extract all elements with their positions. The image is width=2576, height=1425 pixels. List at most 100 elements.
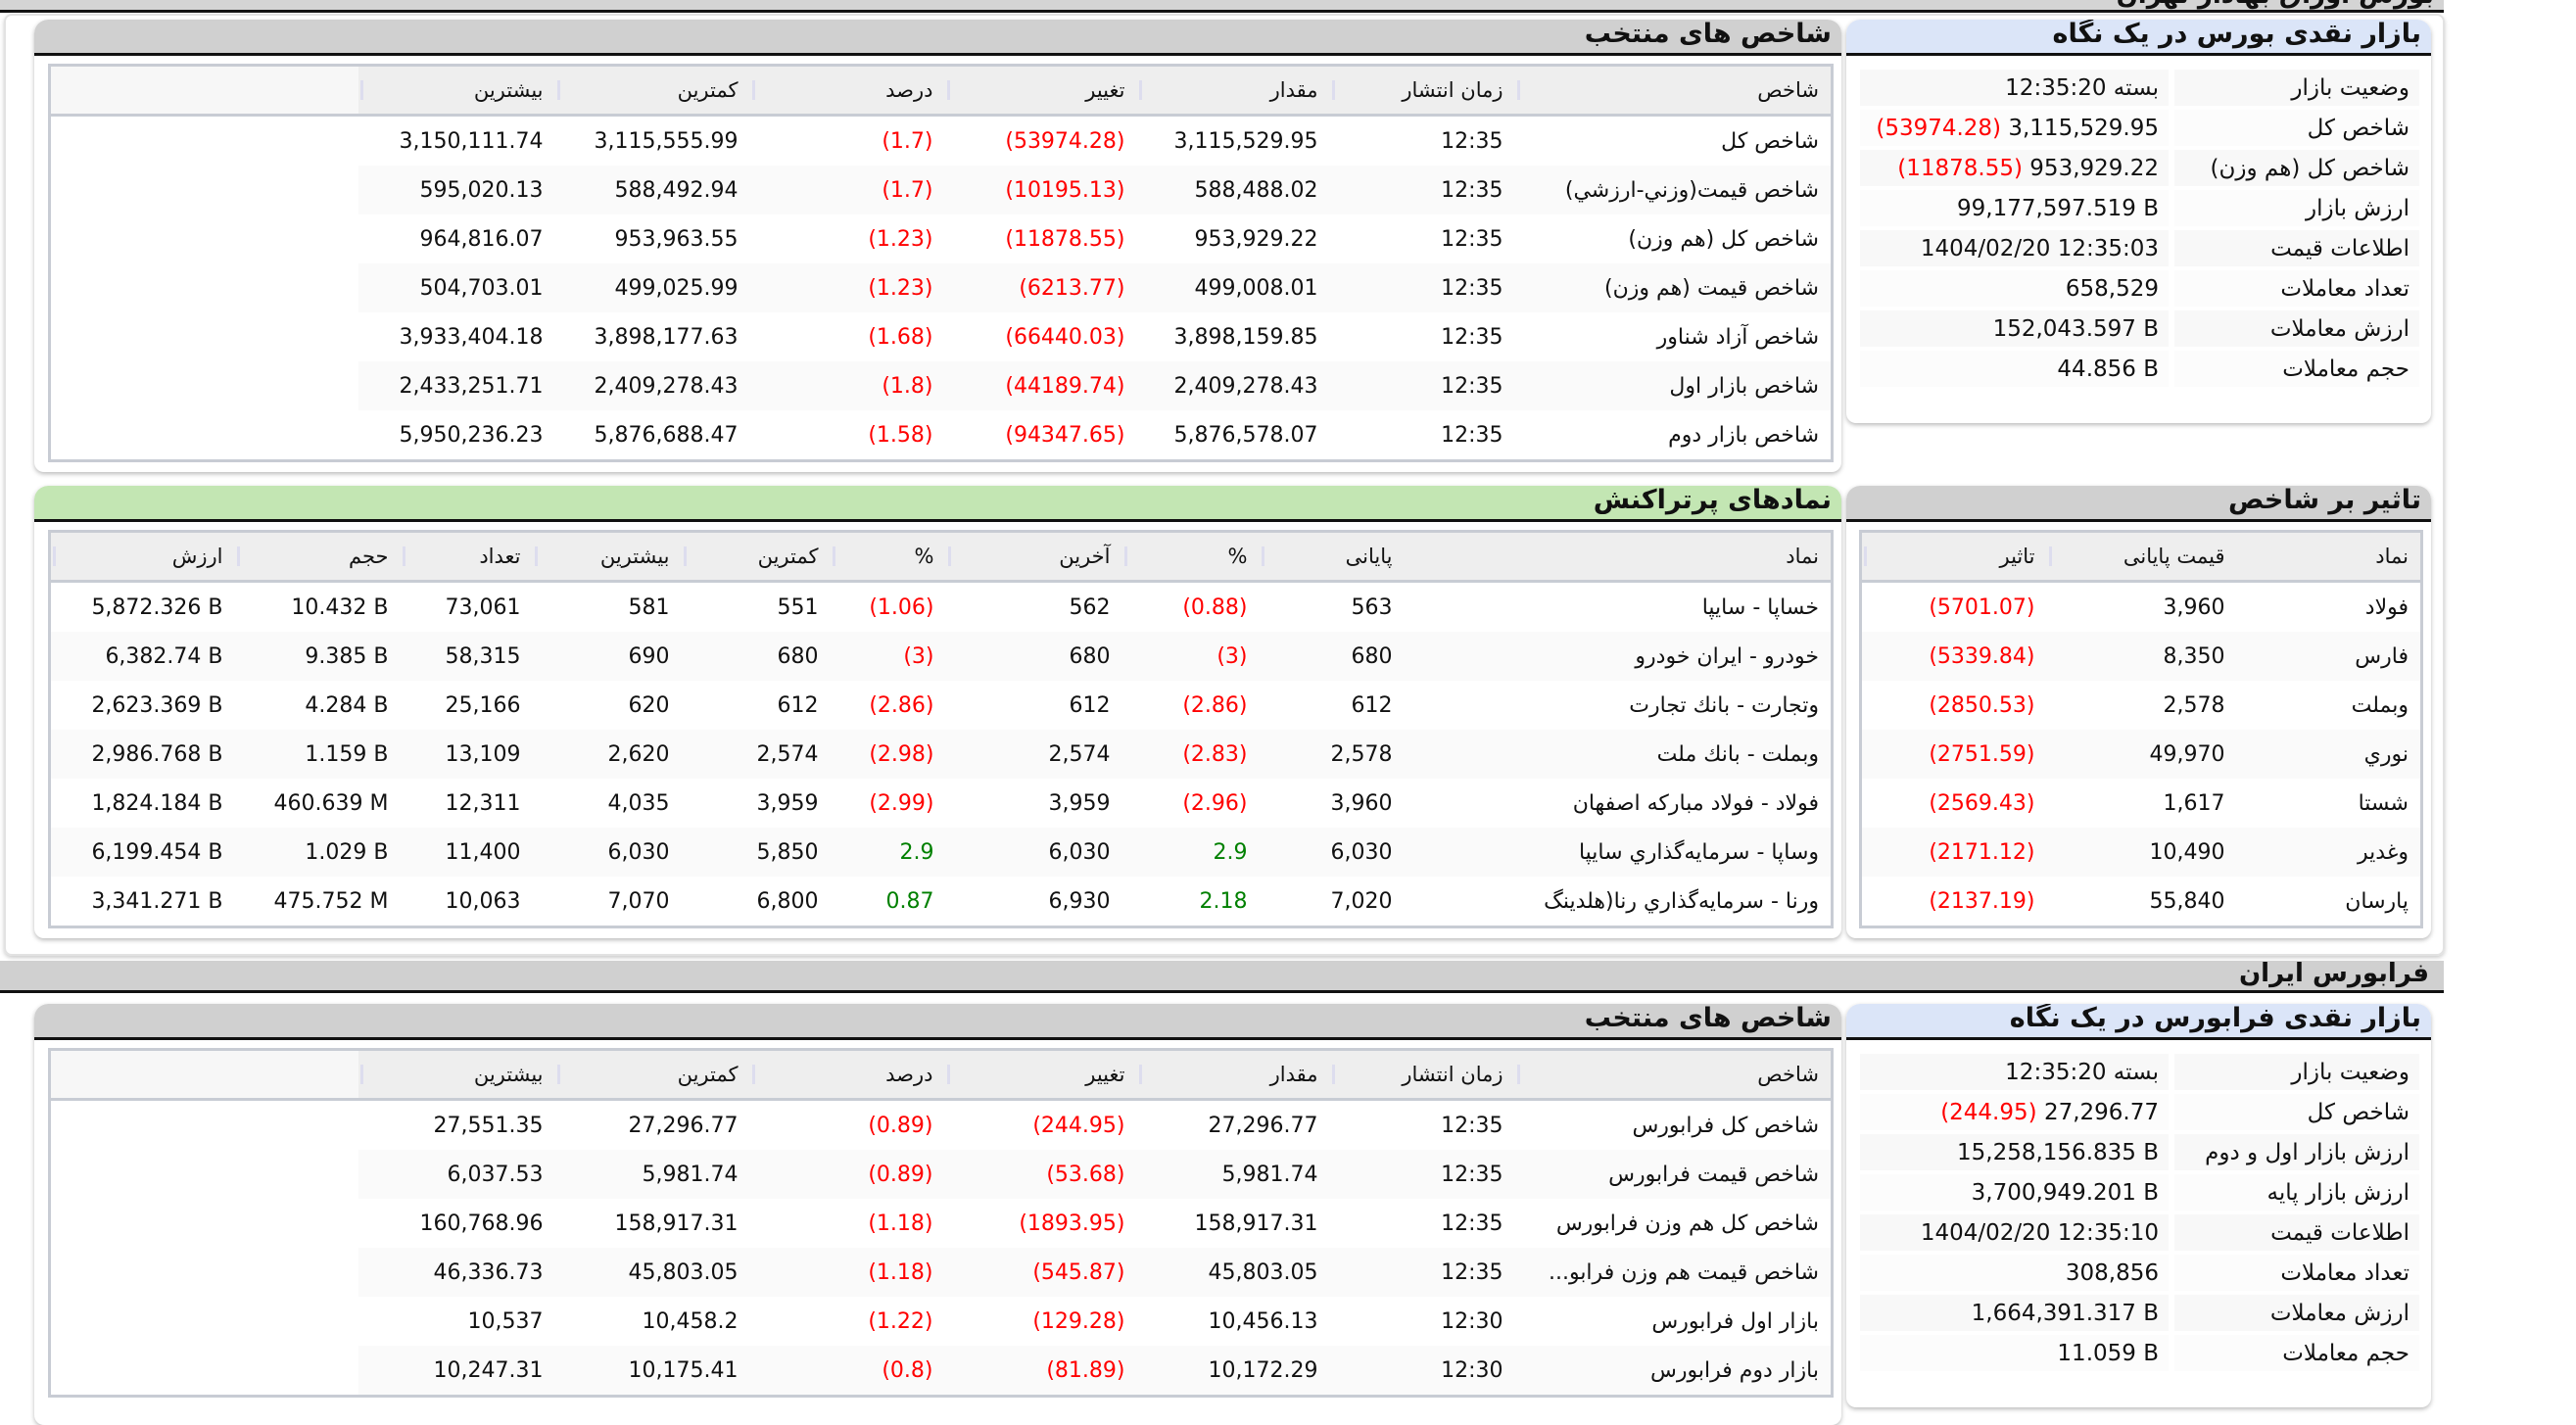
column-label: % [914,545,934,568]
column-label: % [1227,545,1248,568]
blank-cell [50,263,358,312]
table-row: وتجارت - بانك تجارت 612 (2.86) 612 (2.86) 612… [50,681,1833,730]
column-header[interactable]: تاثیر [1860,531,2047,583]
column-header[interactable]: تعداد [400,531,533,583]
column-separator [1138,1065,1142,1084]
row-name[interactable]: فولاد [2364,594,2409,620]
row-name[interactable]: شاخص کل [1721,128,1819,154]
row-name[interactable]: شاخص بازار اول [1514,361,1833,410]
column-separator [1331,1065,1335,1084]
cell-value: 8,350 [2163,643,2225,669]
row-name[interactable]: وبملت [2351,692,2409,718]
column-label: تغییر [1085,1063,1125,1086]
row-name[interactable]: شاخص قیمت هم وزن فرابو... [1514,1248,1833,1297]
row-cell: 563 [1260,582,1405,633]
row-cell: 12:30 [1330,1297,1515,1346]
column-header[interactable]: تغییر [944,65,1137,117]
info-value: 658,529 [1860,270,2169,307]
cell-value: (2.86) [869,692,934,718]
cell-value: (1.23) [868,275,933,301]
row-name[interactable]: شاخص کل فرابورس [1632,1113,1819,1138]
column-header[interactable]: % [830,531,946,583]
row-name[interactable]: وبملت - بانك ملت [1404,730,1833,779]
row-name[interactable]: شاخص آزاد شناور [1656,324,1819,350]
row-cell: 158,917.31 [1137,1199,1330,1248]
row-cell: 12:35 [1330,1100,1515,1151]
cell-value: 12:35 [1441,324,1503,350]
column-label: پایانی [1345,545,1393,568]
column-header[interactable]: شاخص [1514,1049,1833,1101]
row-name[interactable]: بازار اول فرابورس [1651,1308,1819,1334]
row-name[interactable]: وتجارت - بانك تجارت [1629,692,1819,718]
row-cell: 562 [946,582,1122,633]
row-name[interactable]: پارسان [2345,888,2409,914]
column-header[interactable]: مقدار [1136,1049,1330,1101]
value-text: 27,296.77 [2043,1099,2159,1125]
column-header[interactable]: کمترین [554,65,750,117]
column-header[interactable]: حجم [234,531,401,583]
cell-value: 46,336.73 [433,1259,544,1285]
row-cell: 5,981.74 [1136,1150,1330,1199]
cell-value: 3,341.271 B [91,888,223,914]
row-name[interactable]: شستا [2358,790,2409,816]
row-name[interactable]: شاخص کل (هم وزن) [1628,226,1819,252]
column-header[interactable]: بیشترین [358,65,555,117]
column-header[interactable]: نماد [1404,531,1833,583]
row-name[interactable]: خساپا - سايپا [1701,594,1819,620]
tse-indices-panel: شاخص های منتخب شاخص زمان انتشار مقدار تغییر… [34,20,1841,472]
column-header[interactable]: درصد [749,65,945,117]
row-name[interactable]: شاخص قیمت (هم وزن) [1514,263,1833,312]
info-value: بسته 12:35:20 [1860,1054,2169,1090]
info-label: ارزش بازار اول و دوم [2174,1134,2419,1170]
column-header[interactable]: آخرین [945,531,1122,583]
column-header[interactable]: شاخص [1514,65,1833,117]
column-header[interactable]: نماد [2236,531,2422,583]
column-header[interactable]: بیشترین [358,1049,555,1101]
column-label: درصد [885,1063,933,1086]
column-header[interactable]: درصد [749,1049,945,1101]
column-header[interactable]: زمان انتشار [1329,65,1515,117]
row-cell: 11,400 [400,828,533,877]
cell-value: 13,109 [445,741,521,767]
row-name[interactable]: ورنا - سرمايه‌گذاري رنا(هلدينگ [1544,888,1819,914]
cell-value: 27,296.77 [628,1113,739,1138]
column-header[interactable]: زمان انتشار [1329,1049,1515,1101]
cell-value: (1.7) [882,128,933,154]
row-cell: 2,574 [945,730,1122,779]
column-label: تعداد [479,545,521,568]
row-name[interactable]: شاخص بازار دوم [1668,422,1819,448]
row-name[interactable]: بازار دوم فرابورس [1514,1346,1833,1397]
row-cell: (2569.43) [1861,779,2047,828]
cell-value: (2.83) [1182,741,1248,767]
table-row: شاخص قیمت هم وزن فرابو... 12:35 45,803.05 (… [50,1248,1833,1297]
column-header[interactable]: کمترین [681,531,831,583]
row-name[interactable]: فارس [2236,632,2422,681]
column-header[interactable]: مقدار [1136,65,1330,117]
cell-value: (2.86) [1182,692,1248,718]
blank-cell [50,312,358,361]
column-header[interactable]: قیمت پایانی [2046,531,2237,583]
column-header[interactable]: تغییر [944,1049,1137,1101]
row-cell: 45,803.05 [1136,1248,1330,1297]
row-name[interactable]: خودرو - ايران‌ خودرو [1404,632,1833,681]
column-header[interactable]: ارزش [49,531,235,583]
row-name[interactable]: نوري [2236,730,2422,779]
row-name[interactable]: وغدير [2236,828,2422,877]
column-header[interactable]: بیشترین [532,531,682,583]
cell-value: 562 [1069,594,1111,620]
row-cell: 3,115,555.99 [555,116,750,166]
cell-value: 563 [1351,594,1393,620]
row-name[interactable]: فولاد - فولاد مباركه اصفهان [1572,790,1819,816]
cell-value: (6213.77) [1019,275,1125,301]
cell-value: 2,409,278.43 [594,373,739,399]
column-header[interactable]: پایانی [1259,531,1405,583]
row-name[interactable]: شاخص کل هم وزن فرابورس [1555,1211,1819,1236]
row-name[interactable]: شاخص قیمت فرابورس [1514,1150,1833,1199]
cell-value: 25,166 [445,692,521,718]
row-cell: 588,492.94 [554,166,750,214]
row-name[interactable]: وساپا - سرمايه‌گذاري سايپا [1404,828,1833,877]
column-header[interactable]: کمترین [554,1049,750,1101]
row-cell: (44189.74) [944,361,1137,410]
column-header[interactable]: % [1121,531,1260,583]
row-name[interactable]: شاخص قيمت(وزني-ارزشي) [1514,166,1833,214]
